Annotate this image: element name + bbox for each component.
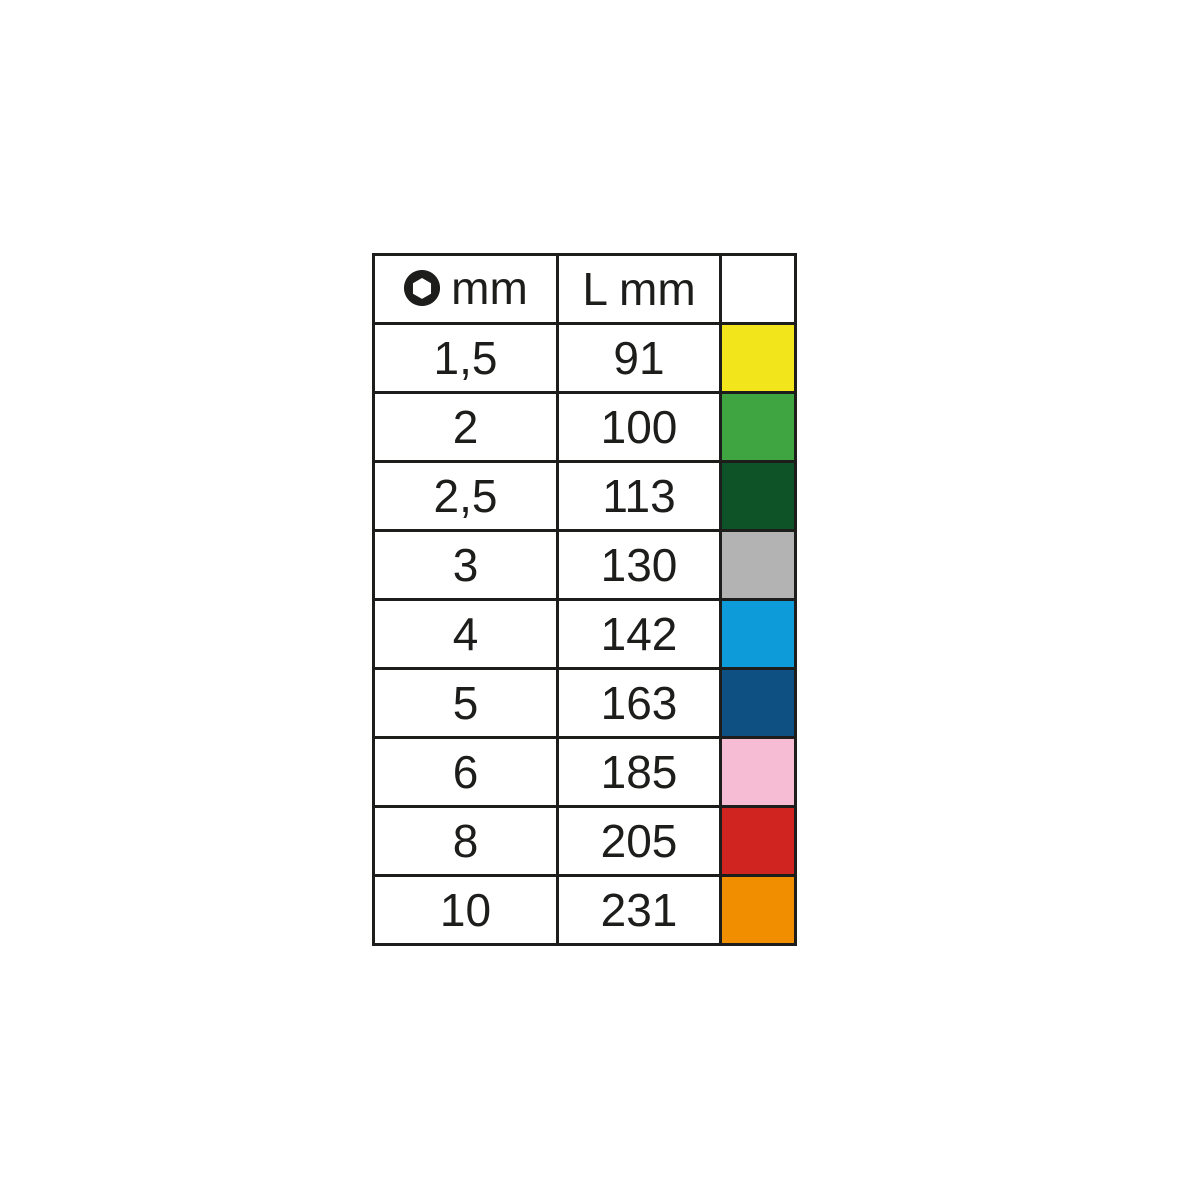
- header-length-cell: L mm: [556, 253, 722, 325]
- hex-socket-icon: [403, 269, 441, 307]
- table-row: 8 205: [372, 805, 797, 877]
- color-swatch: [719, 460, 797, 532]
- table-row: 5 163: [372, 667, 797, 739]
- size-cell: 2: [372, 391, 559, 463]
- table-row: 2,5 113: [372, 460, 797, 532]
- table-row: 10 231: [372, 874, 797, 946]
- size-cell: 10: [372, 874, 559, 946]
- size-cell: 8: [372, 805, 559, 877]
- table-row: 2 100: [372, 391, 797, 463]
- length-cell: 205: [556, 805, 722, 877]
- header-swatch-spacer: [719, 253, 797, 325]
- header-length-label: L mm: [582, 263, 696, 315]
- table-row: 1,5 91: [372, 322, 797, 394]
- length-cell: 100: [556, 391, 722, 463]
- header-size-cell: mm: [372, 253, 559, 325]
- color-swatch: [719, 667, 797, 739]
- color-swatch: [719, 529, 797, 601]
- length-cell: 231: [556, 874, 722, 946]
- header-row: mm L mm: [372, 253, 797, 325]
- color-swatch: [719, 598, 797, 670]
- size-cell: 1,5: [372, 322, 559, 394]
- size-cell: 3: [372, 529, 559, 601]
- size-cell: 2,5: [372, 460, 559, 532]
- length-cell: 91: [556, 322, 722, 394]
- hex-key-spec-table: mm L mm 1,5 91 2 100 2,5 113 3 130: [372, 253, 797, 946]
- length-cell: 130: [556, 529, 722, 601]
- size-cell: 6: [372, 736, 559, 808]
- color-swatch: [719, 805, 797, 877]
- size-cell: 5: [372, 667, 559, 739]
- color-swatch: [719, 322, 797, 394]
- size-cell: 4: [372, 598, 559, 670]
- length-cell: 142: [556, 598, 722, 670]
- color-swatch: [719, 391, 797, 463]
- header-size-label: mm: [451, 261, 528, 314]
- table-row: 4 142: [372, 598, 797, 670]
- length-cell: 113: [556, 460, 722, 532]
- table-row: 3 130: [372, 529, 797, 601]
- length-cell: 185: [556, 736, 722, 808]
- length-cell: 163: [556, 667, 722, 739]
- table-row: 6 185: [372, 736, 797, 808]
- color-swatch: [719, 736, 797, 808]
- color-swatch: [719, 874, 797, 946]
